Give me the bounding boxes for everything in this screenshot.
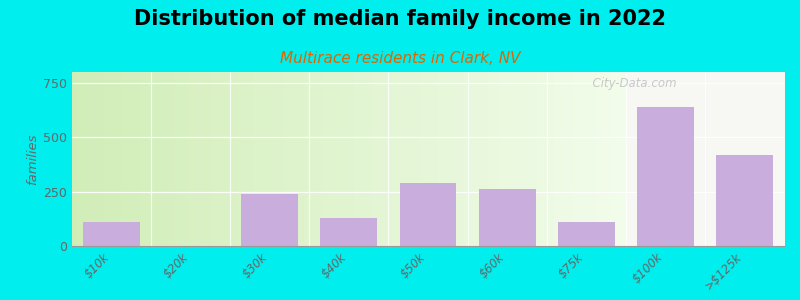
Text: City-Data.com: City-Data.com bbox=[585, 77, 676, 90]
Bar bbox=[83, 222, 140, 246]
Bar bbox=[399, 183, 457, 246]
Y-axis label: families: families bbox=[26, 133, 39, 185]
Bar bbox=[637, 107, 694, 246]
Bar bbox=[716, 155, 773, 246]
Bar bbox=[321, 218, 378, 246]
Text: Distribution of median family income in 2022: Distribution of median family income in … bbox=[134, 9, 666, 29]
Bar bbox=[478, 190, 535, 246]
Bar bbox=[242, 194, 298, 246]
Bar bbox=[558, 222, 614, 246]
Text: Multirace residents in Clark, NV: Multirace residents in Clark, NV bbox=[280, 51, 520, 66]
